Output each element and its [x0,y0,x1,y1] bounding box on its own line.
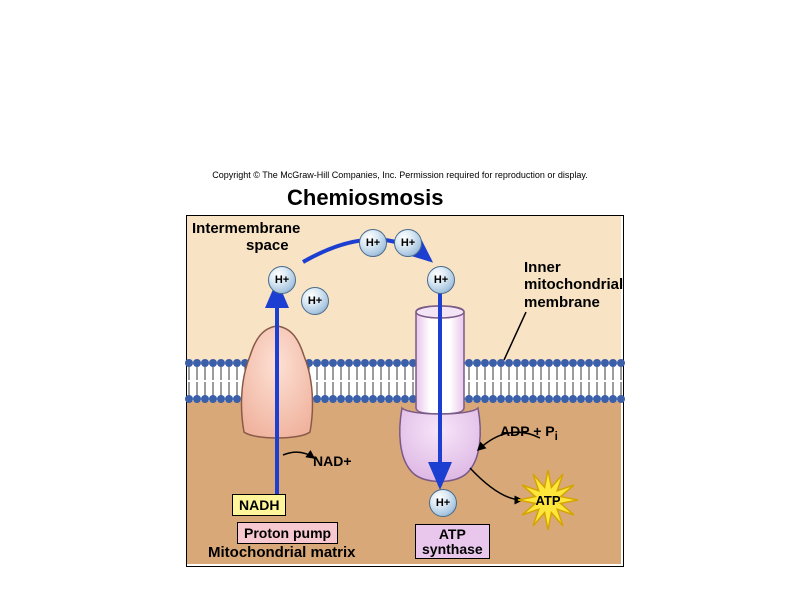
diagram-stage: Copyright © The McGraw-Hill Companies, I… [0,0,800,600]
proton-sphere: H+ [301,287,329,315]
proton-sphere: H+ [427,266,455,294]
proton-sphere: H+ [394,229,422,257]
atp-synthase-box-label: ATP synthase [415,524,490,559]
proton-sphere: H+ [359,229,387,257]
proton-sphere: H+ [429,489,457,517]
atp-star-label: ATP [535,493,560,508]
nad-plus-label: NAD+ [313,453,352,469]
proton-sphere: H+ [268,266,296,294]
intermembrane-space-label: Intermembrane space [192,220,300,255]
nadh-box-label: NADH [232,494,286,516]
proton-pump-protein: ATP [0,0,800,600]
adp-pi-label: ADP + Pi [500,423,558,443]
inner-membrane-label: Inner mitochondrial membrane [524,259,623,311]
proton-pump-box-label: Proton pump [237,522,338,544]
mitochondrial-matrix-label: Mitochondrial matrix [208,544,356,561]
